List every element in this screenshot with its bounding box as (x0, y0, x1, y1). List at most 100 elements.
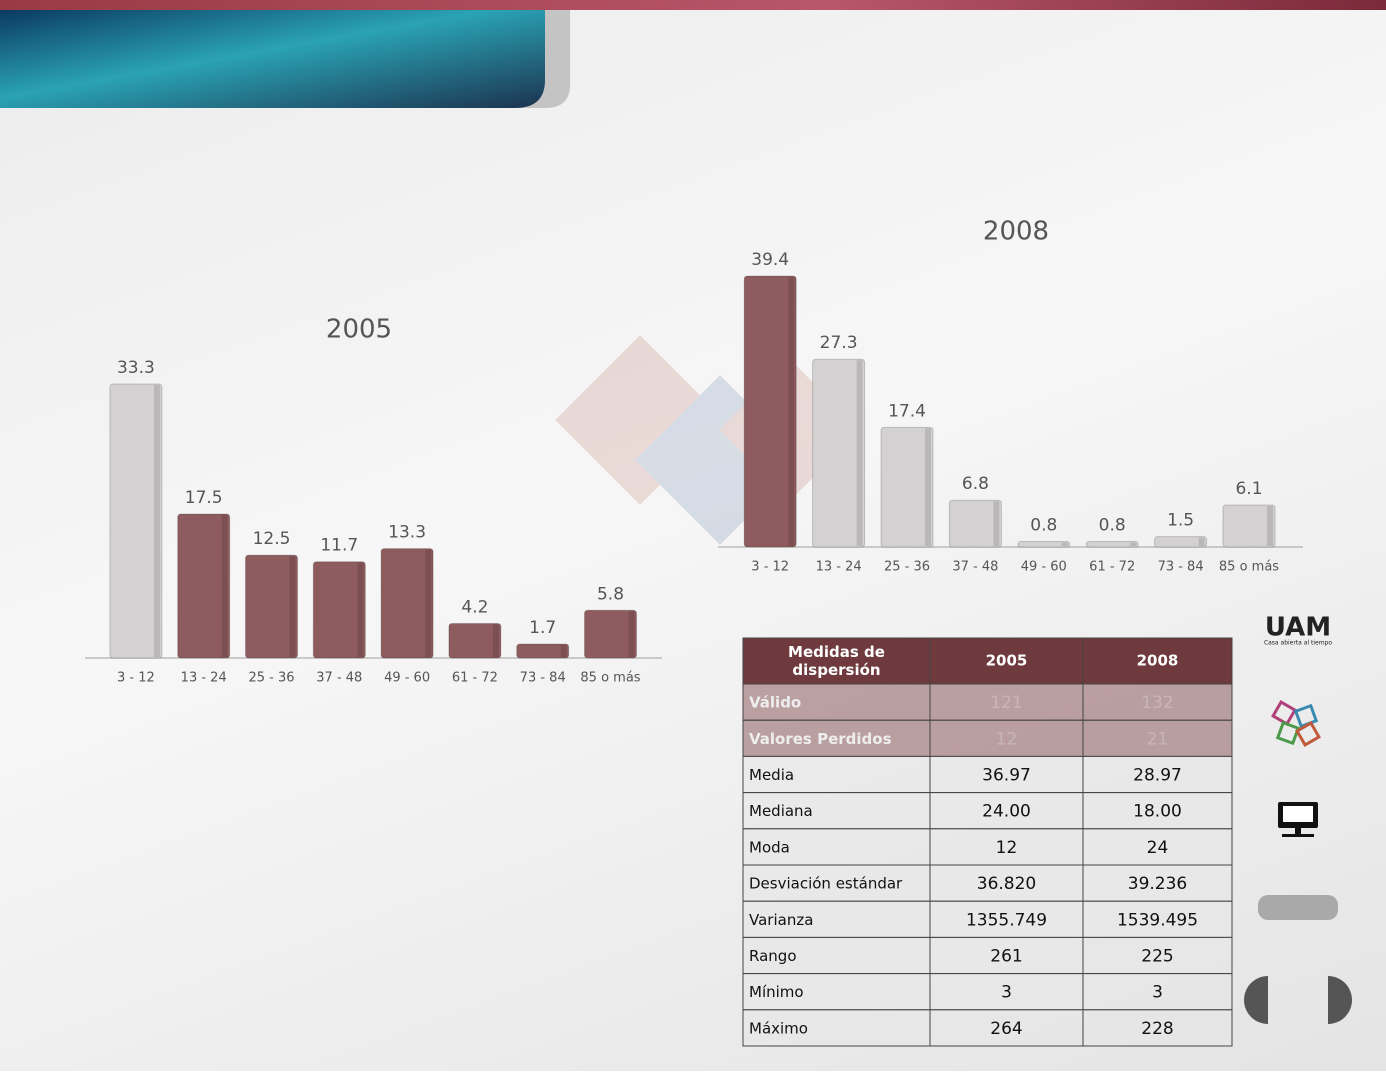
table-cell (1082, 973, 1233, 1011)
table-cell (1082, 936, 1233, 975)
bar-highlight (1061, 542, 1068, 546)
books-icon[interactable] (1271, 700, 1321, 747)
bar (516, 643, 570, 659)
table-value: 12 (996, 729, 1018, 749)
bar-highlight (357, 562, 364, 657)
table-cell (929, 755, 1084, 794)
x-tick-label: 25 - 36 (884, 560, 930, 575)
bar (448, 622, 502, 659)
table-value: 264 (990, 1019, 1022, 1039)
data-label: 27.3 (820, 333, 858, 353)
bar (245, 554, 298, 659)
table-header-cell (742, 637, 931, 685)
bar-highlight (221, 515, 228, 657)
bar (948, 499, 1002, 548)
chart-title: 2008 (983, 217, 1049, 247)
bar-highlight (1267, 506, 1273, 546)
logo-mark: UAM (1265, 613, 1331, 643)
table-cell (1082, 755, 1233, 794)
table-value: 225 (1141, 947, 1173, 967)
table-value: 21 (1147, 729, 1169, 749)
row-label: Varianza (749, 911, 813, 929)
x-tick-label: 85 o más (1219, 560, 1279, 575)
data-label: 1.5 (1167, 511, 1194, 531)
bar-highlight (993, 501, 1000, 546)
table-value: 228 (1141, 1019, 1173, 1039)
next-button[interactable] (1328, 976, 1352, 1024)
row-label: Mediana (749, 802, 813, 820)
x-tick-label: 85 o más (580, 671, 640, 686)
table-value: 24 (1147, 838, 1169, 858)
home-button[interactable] (1258, 895, 1338, 920)
banner (0, 10, 545, 108)
table-value: 39.236 (1128, 874, 1187, 894)
row-label: Válido (749, 694, 801, 712)
bar-highlight (628, 611, 635, 657)
data-label: 17.4 (888, 401, 926, 421)
table-value: 18.00 (1133, 802, 1182, 822)
table-cell (742, 900, 931, 938)
table-cell (929, 683, 1084, 721)
row-label: Rango (749, 947, 797, 965)
data-label: 33.3 (117, 358, 155, 378)
data-label: 6.8 (962, 474, 989, 494)
table-cell (1082, 683, 1233, 721)
table-cell (742, 792, 931, 830)
table-value: 24.00 (982, 802, 1031, 822)
table-cell (742, 936, 931, 975)
bar-highlight (560, 645, 567, 657)
bar-highlight (425, 549, 432, 657)
table-value: 3 (1152, 983, 1163, 1003)
bar (380, 548, 434, 659)
row-label: Media (749, 766, 794, 784)
table-cell (742, 1009, 931, 1047)
chart-title: 2005 (326, 315, 392, 345)
x-tick-label: 49 - 60 (1021, 560, 1067, 575)
x-tick-label: 61 - 72 (1089, 560, 1135, 575)
data-label: 4.2 (461, 597, 488, 617)
bar-highlight (1130, 542, 1137, 546)
table-cell (1082, 900, 1233, 938)
row-label: Moda (749, 838, 790, 856)
table-cell (1082, 828, 1233, 866)
table-header: 2005 (986, 652, 1028, 670)
table-cell (929, 973, 1084, 1011)
bar-highlight (856, 360, 863, 546)
logo-tagline: Casa abierta al tiempo (1264, 640, 1332, 647)
x-tick-label: 37 - 48 (952, 560, 998, 575)
x-tick-label: 3 - 12 (117, 671, 155, 686)
top-strip (0, 0, 1386, 10)
table-value: 36.97 (982, 766, 1031, 786)
x-tick-label: 73 - 84 (1158, 560, 1204, 575)
bar-highlight (492, 624, 499, 657)
x-tick-label: 61 - 72 (452, 671, 498, 686)
data-label: 0.8 (1030, 515, 1057, 535)
monitor-icon[interactable] (1278, 802, 1318, 837)
table-cell (742, 828, 931, 866)
x-tick-label: 13 - 24 (181, 671, 227, 686)
x-tick-label: 37 - 48 (316, 671, 362, 686)
table-value: 1355.749 (966, 910, 1047, 930)
table-value: 12 (996, 838, 1018, 858)
bar-highlight (1198, 537, 1205, 546)
bar-highlight (925, 428, 931, 546)
table-cell (1082, 792, 1233, 830)
bar (584, 609, 637, 659)
table-header: Medidas de dispersión (788, 643, 885, 679)
bar (1017, 540, 1071, 548)
bar (1154, 536, 1208, 548)
prev-button[interactable] (1244, 976, 1268, 1024)
table-cell (1082, 864, 1233, 902)
bar (880, 426, 934, 548)
table-value: 36.820 (977, 874, 1036, 894)
data-label: 17.5 (185, 488, 223, 508)
x-tick-label: 49 - 60 (384, 671, 430, 686)
data-label: 1.7 (529, 618, 556, 638)
table-cell (1082, 719, 1233, 757)
data-label: 39.4 (751, 250, 789, 270)
bar (1085, 540, 1139, 548)
table-value: 121 (990, 693, 1022, 713)
table-value: 261 (990, 947, 1022, 967)
